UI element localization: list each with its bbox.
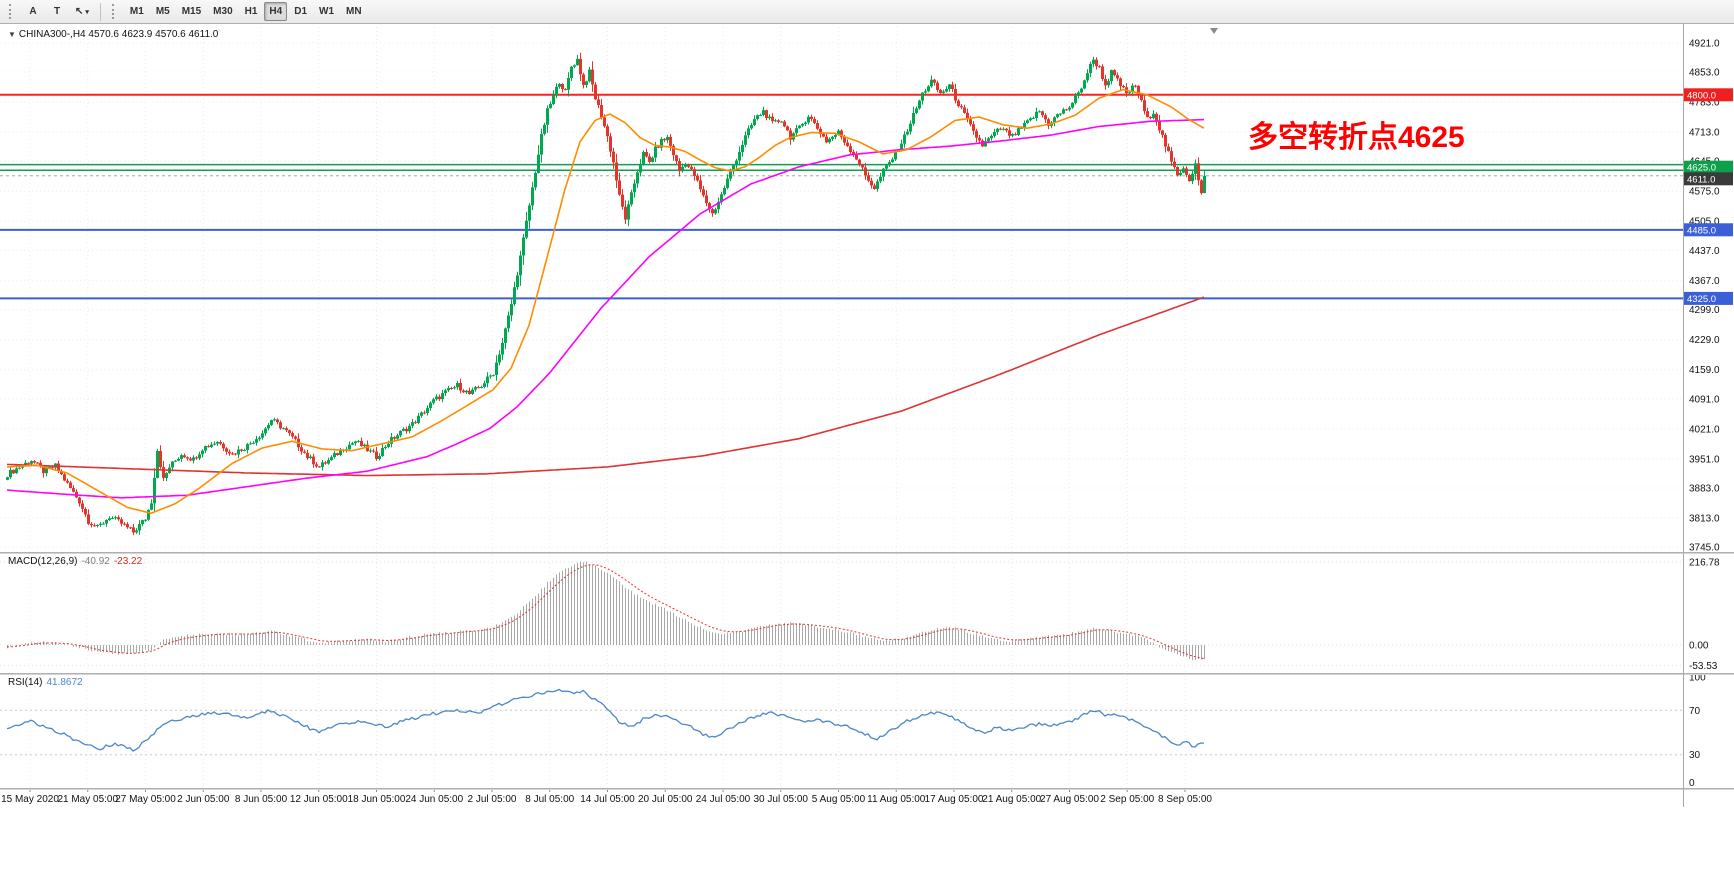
svg-text:14 Jul 05:00: 14 Jul 05:00 xyxy=(580,794,635,805)
timeframe-button-m5[interactable]: M5 xyxy=(151,2,175,21)
svg-text:4611.0: 4611.0 xyxy=(1687,174,1715,185)
svg-text:18 Jun 05:00: 18 Jun 05:00 xyxy=(348,794,406,805)
svg-text:4229.0: 4229.0 xyxy=(1689,335,1720,346)
toolbar-drag-handle-icon[interactable] xyxy=(111,4,118,19)
panel-divider[interactable] xyxy=(0,673,1734,675)
svg-text:4021.0: 4021.0 xyxy=(1689,424,1720,435)
timeframe-button-w1[interactable]: W1 xyxy=(314,2,339,21)
rsi-name: RSI(14) xyxy=(8,677,43,688)
price-tags: 4800.0 4625.0 4485.0 4325.0 4611.0 xyxy=(1684,88,1733,305)
svg-text:4091.0: 4091.0 xyxy=(1689,394,1720,405)
svg-text:11 Aug 05:00: 11 Aug 05:00 xyxy=(867,794,926,805)
svg-text:4505.0: 4505.0 xyxy=(1689,217,1720,228)
timeframe-button-mn[interactable]: MN xyxy=(341,2,367,21)
top-toolbar: A T ↖ ▾ M1 M5 M15 M30 H1 H4 D1 W1 MN xyxy=(0,0,1734,24)
svg-text:4713.0: 4713.0 xyxy=(1689,128,1720,139)
price-scale[interactable] xyxy=(1684,24,1734,788)
svg-text:4325.0: 4325.0 xyxy=(1687,294,1716,305)
svg-text:8 Sep 05:00: 8 Sep 05:00 xyxy=(1158,794,1212,805)
svg-text:30: 30 xyxy=(1689,750,1701,761)
svg-text:216.78: 216.78 xyxy=(1689,558,1720,569)
rsi-line xyxy=(6,688,1205,752)
candles xyxy=(6,52,1206,536)
cursor-icon: ↖ xyxy=(75,6,84,17)
chart-shift-marker-icon[interactable] xyxy=(1210,28,1218,34)
ma-fast-line xyxy=(6,88,1205,515)
svg-text:4159.0: 4159.0 xyxy=(1689,365,1720,376)
svg-text:100: 100 xyxy=(1689,673,1706,684)
svg-text:4299.0: 4299.0 xyxy=(1689,305,1720,316)
svg-text:2 Sep 05:00: 2 Sep 05:00 xyxy=(1100,794,1154,805)
toolbar-separator xyxy=(99,2,101,21)
svg-text:70: 70 xyxy=(1689,706,1701,717)
level-lines xyxy=(0,93,1683,300)
svg-text:8 Jun 05:00: 8 Jun 05:00 xyxy=(235,794,288,805)
svg-text:5 Aug 05:00: 5 Aug 05:00 xyxy=(812,794,866,805)
annotation-tool-button[interactable]: A xyxy=(22,2,44,21)
macd-indicator-label: MACD(12,26,9) -40.92 -23.22 xyxy=(8,556,142,567)
text-tool-button[interactable]: T xyxy=(46,2,68,21)
svg-text:21 May 05:00: 21 May 05:00 xyxy=(57,794,118,805)
svg-text:3951.0: 3951.0 xyxy=(1689,454,1720,465)
cursor-tool-button[interactable]: ↖ ▾ xyxy=(70,2,94,21)
timeframe-button-m1[interactable]: M1 xyxy=(125,2,149,21)
symbol-period-label: CHINA300-,H4 xyxy=(18,29,86,40)
axis-labels: 4921.04853.04783.04713.04645.04575.04505… xyxy=(1,38,1720,805)
svg-text:0: 0 xyxy=(1689,778,1695,789)
svg-text:3883.0: 3883.0 xyxy=(1689,483,1720,494)
svg-text:15 May 2020: 15 May 2020 xyxy=(1,794,59,805)
svg-text:20 Jul 05:00: 20 Jul 05:00 xyxy=(638,794,693,805)
timeframe-button-m30[interactable]: M30 xyxy=(208,2,237,21)
svg-text:12 Jun 05:00: 12 Jun 05:00 xyxy=(290,794,348,805)
ma-mid-line xyxy=(6,118,1205,499)
svg-text:27 Aug 05:00: 27 Aug 05:00 xyxy=(1040,794,1099,805)
symbol-ohlc-readout: ▼ CHINA300-,H4 4570.6 4623.9 4570.6 4611.… xyxy=(8,29,218,40)
svg-text:30 Jul 05:00: 30 Jul 05:00 xyxy=(754,794,809,805)
panel-divider[interactable] xyxy=(0,552,1734,554)
svg-text:4783.0: 4783.0 xyxy=(1689,98,1720,109)
svg-text:21 Aug 05:00: 21 Aug 05:00 xyxy=(982,794,1041,805)
chart-annotation-text: 多空转折点4625 xyxy=(1248,121,1465,154)
svg-text:4853.0: 4853.0 xyxy=(1689,68,1720,79)
svg-text:27 May 05:00: 27 May 05:00 xyxy=(115,794,176,805)
ma-slow-line xyxy=(6,296,1205,477)
svg-text:4800.0: 4800.0 xyxy=(1687,90,1716,101)
collapse-triangle-icon[interactable]: ▼ xyxy=(8,30,16,39)
timeframe-button-m15[interactable]: M15 xyxy=(177,2,206,21)
svg-text:24 Jul 05:00: 24 Jul 05:00 xyxy=(696,794,751,805)
svg-text:4485.0: 4485.0 xyxy=(1687,225,1716,236)
macd-signal-value: -23.22 xyxy=(113,556,143,567)
svg-text:4437.0: 4437.0 xyxy=(1689,246,1720,257)
macd-main-value: -40.92 xyxy=(81,556,110,567)
svg-text:-53.53: -53.53 xyxy=(1689,661,1718,672)
svg-text:2 Jul 05:00: 2 Jul 05:00 xyxy=(468,794,517,805)
svg-text:3745.0: 3745.0 xyxy=(1689,543,1720,554)
svg-text:0.00: 0.00 xyxy=(1689,641,1709,652)
panel-divider[interactable] xyxy=(0,788,1734,790)
svg-text:4625.0: 4625.0 xyxy=(1687,163,1716,174)
svg-text:4575.0: 4575.0 xyxy=(1689,187,1720,198)
macd-name: MACD(12,26,9) xyxy=(8,556,78,567)
svg-text:3813.0: 3813.0 xyxy=(1689,513,1720,524)
svg-text:4367.0: 4367.0 xyxy=(1689,276,1720,287)
macd-signal-line xyxy=(6,564,1205,660)
chevron-down-icon: ▾ xyxy=(85,8,89,16)
time-scale[interactable] xyxy=(0,790,1683,807)
price-scale-divider xyxy=(1683,24,1684,807)
rsi-value: 41.8672 xyxy=(46,677,83,688)
timeframe-button-h1[interactable]: H1 xyxy=(240,2,263,21)
svg-text:8 Jul 05:00: 8 Jul 05:00 xyxy=(525,794,574,805)
toolbar-drag-handle-icon[interactable] xyxy=(9,4,15,19)
svg-text:17 Aug 05:00: 17 Aug 05:00 xyxy=(925,794,984,805)
timeframe-button-d1[interactable]: D1 xyxy=(289,2,312,21)
macd-pane xyxy=(6,561,1205,661)
ohlc-values: 4570.6 4623.9 4570.6 4611.0 xyxy=(88,29,219,40)
svg-text:4921.0: 4921.0 xyxy=(1689,38,1720,49)
svg-text:2 Jun 05:00: 2 Jun 05:00 xyxy=(177,794,230,805)
rsi-indicator-label: RSI(14) 41.8672 xyxy=(8,677,83,688)
svg-text:24 Jun 05:00: 24 Jun 05:00 xyxy=(405,794,463,805)
timeframe-button-h4[interactable]: H4 xyxy=(264,2,288,21)
